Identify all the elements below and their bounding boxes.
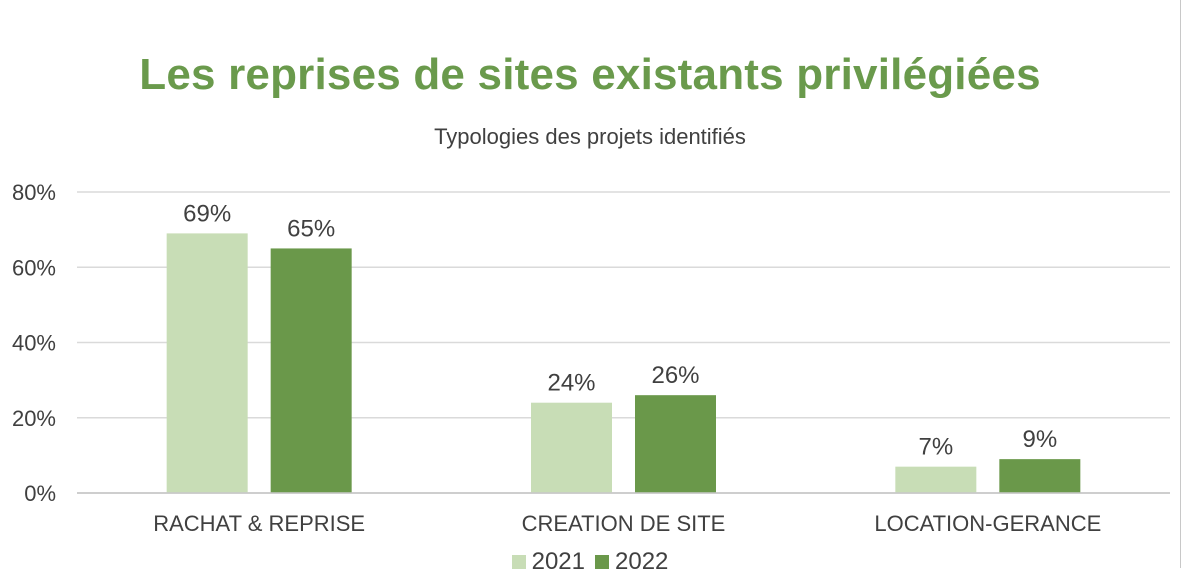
bar bbox=[999, 459, 1081, 493]
legend-item-2022: 2022 bbox=[595, 548, 668, 576]
y-tick-label: 40% bbox=[12, 331, 56, 356]
data-label: 24% bbox=[547, 370, 595, 397]
y-tick-label: 20% bbox=[12, 406, 56, 431]
legend-item-2021: 2021 bbox=[511, 548, 585, 576]
chart-legend: 2021 2022 bbox=[0, 548, 1180, 576]
chart-title: Les reprises de sites existants privilég… bbox=[139, 50, 1041, 99]
chart-subtitle: Typologies des projets identifiés bbox=[434, 124, 746, 149]
x-tick-label: LOCATION-GERANCE bbox=[874, 511, 1101, 536]
legend-swatch-2022 bbox=[595, 555, 609, 569]
y-tick-label: 0% bbox=[24, 481, 56, 506]
x-tick-label: RACHAT & REPRISE bbox=[153, 511, 365, 536]
data-label: 26% bbox=[651, 362, 699, 389]
bar bbox=[531, 402, 612, 493]
bar bbox=[635, 395, 716, 493]
data-label: 65% bbox=[287, 215, 335, 242]
bar bbox=[166, 233, 248, 493]
data-label: 7% bbox=[918, 434, 953, 461]
y-tick-label: 60% bbox=[12, 255, 56, 280]
legend-label-2021: 2021 bbox=[531, 548, 585, 575]
legend-label-2022: 2022 bbox=[615, 548, 669, 575]
y-tick-label: 80% bbox=[12, 180, 56, 205]
bar bbox=[270, 248, 352, 493]
data-label: 69% bbox=[183, 200, 231, 227]
data-label: 9% bbox=[1022, 426, 1057, 453]
legend-swatch-2021 bbox=[511, 555, 526, 569]
x-tick-label: CREATION DE SITE bbox=[522, 511, 726, 536]
chart-border bbox=[1180, 0, 1181, 568]
bar bbox=[895, 466, 977, 493]
